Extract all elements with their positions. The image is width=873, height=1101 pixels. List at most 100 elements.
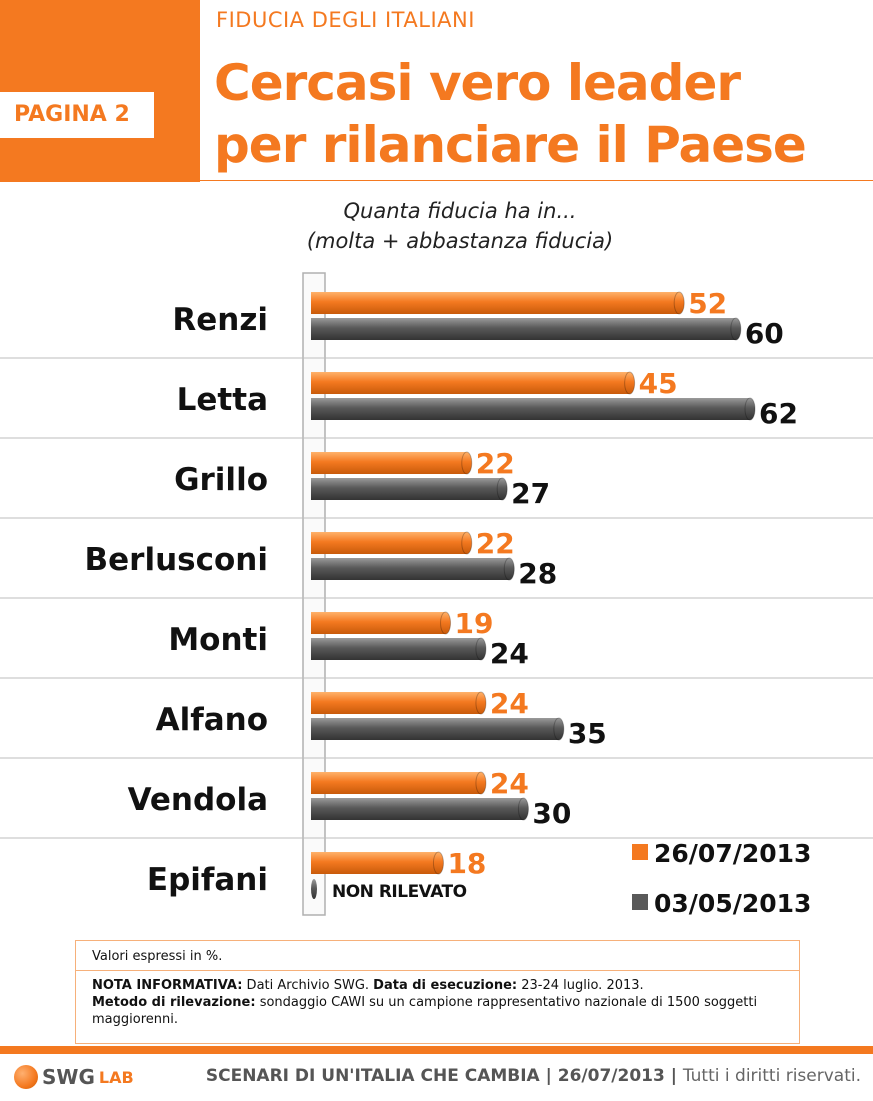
legend-label-current: 26/07/2013 xyxy=(654,839,811,868)
category-label: Grillo xyxy=(174,462,268,498)
bar-previous-cap xyxy=(744,397,756,421)
header-divider xyxy=(200,180,873,181)
value-label-current: 18 xyxy=(447,847,486,880)
value-label-current: 24 xyxy=(490,767,529,800)
value-label-current: 22 xyxy=(476,527,515,560)
category-label: Epifani xyxy=(147,862,268,898)
chart-subtitle: Quanta fiducia ha in... (molta + abbasta… xyxy=(200,196,720,256)
nota-label: NOTA INFORMATIVA: xyxy=(92,978,243,993)
footer-sep-1: | xyxy=(539,1066,558,1086)
subtitle-line-1: Quanta fiducia ha in... xyxy=(343,199,577,223)
nota-text: Dati Archivio SWG. xyxy=(242,978,374,993)
value-label-previous: 60 xyxy=(745,317,784,350)
bar-previous xyxy=(311,797,529,821)
title-line-1: Cercasi vero leader xyxy=(214,54,741,112)
section-kicker: FIDUCIA DEGLI ITALIANI xyxy=(216,8,475,32)
metodo-text: sondaggio CAWI su un campione rappresent… xyxy=(92,995,758,1027)
value-label-current: 22 xyxy=(476,447,515,480)
info-box: Valori espressi in %. NOTA INFORMATIVA: … xyxy=(75,940,800,1044)
value-label-previous: 27 xyxy=(511,477,550,510)
missing-label: NON RILEVATO xyxy=(332,882,467,902)
bar-previous xyxy=(311,397,756,421)
units-note: Valori espressi in %. xyxy=(76,941,799,971)
bar-previous-body xyxy=(311,718,559,740)
bar-previous-body xyxy=(311,478,503,500)
legend-label-previous: 03/05/2013 xyxy=(654,889,811,918)
bar-current xyxy=(311,291,685,315)
page-label: PAGINA 2 xyxy=(0,92,154,138)
bar-previous-body xyxy=(311,798,524,820)
swg-logo: SWG LAB xyxy=(14,1064,134,1090)
bar-previous xyxy=(311,317,742,341)
bar-previous-cap xyxy=(475,637,487,661)
bar-current xyxy=(311,851,444,875)
value-label-previous: 62 xyxy=(759,397,798,430)
value-label-previous: 28 xyxy=(518,557,557,590)
bar-current-cap xyxy=(475,771,487,795)
bar-current xyxy=(311,691,487,715)
data-label: Data di esecuzione: xyxy=(373,978,518,993)
bar-previous xyxy=(311,557,515,581)
bar-previous-body xyxy=(311,398,750,420)
bar-current-body xyxy=(311,772,481,794)
value-label-current: 19 xyxy=(455,607,494,640)
header-orange-block xyxy=(0,0,200,182)
value-label-current: 24 xyxy=(490,687,529,720)
bar-previous-cap xyxy=(496,477,508,501)
bar-current-body xyxy=(311,692,481,714)
metodo-label: Metodo di rilevazione: xyxy=(92,995,256,1010)
value-label-current: 52 xyxy=(688,287,727,320)
bar-current xyxy=(311,531,473,555)
bar-current xyxy=(311,371,636,395)
data-text: 23-24 luglio. 2013. xyxy=(517,978,644,993)
bar-current xyxy=(311,451,473,475)
bar-current-body xyxy=(311,612,446,634)
bar-current-body xyxy=(311,292,680,314)
bar-current-cap xyxy=(475,691,487,715)
bar-previous-body xyxy=(311,638,481,660)
footer-sep-2: | xyxy=(664,1066,683,1086)
title-line-2: per rilanciare il Paese xyxy=(214,116,807,174)
bar-previous-body xyxy=(311,558,510,580)
legend-swatch-previous xyxy=(632,894,648,910)
bar-current-cap xyxy=(461,531,473,555)
logo-text: SWG xyxy=(42,1065,95,1089)
bar-current-cap xyxy=(673,291,685,315)
logo-suffix: LAB xyxy=(98,1067,134,1087)
bar-current xyxy=(311,611,452,635)
bar-previous-cap xyxy=(730,317,742,341)
footer-date: 26/07/2013 xyxy=(557,1066,665,1086)
subtitle-line-2: (molta + abbastanza fiducia) xyxy=(306,229,614,253)
category-label: Monti xyxy=(168,622,268,658)
bar-current xyxy=(311,771,487,795)
bar-current-body xyxy=(311,372,630,394)
footer-bar xyxy=(0,1046,873,1054)
page-title: Cercasi vero leader per rilanciare il Pa… xyxy=(214,52,864,176)
bar-current-body xyxy=(311,532,467,554)
axis-frame xyxy=(302,272,326,916)
footer-rights: Tutti i diritti riservati. xyxy=(682,1066,861,1086)
bar-previous-cap xyxy=(553,717,565,741)
value-label-current: 45 xyxy=(639,367,678,400)
methodology-note: NOTA INFORMATIVA: Dati Archivio SWG. Dat… xyxy=(76,971,799,1034)
bar-previous xyxy=(311,477,508,501)
swg-logo-icon xyxy=(14,1065,38,1089)
category-label: Letta xyxy=(177,382,268,418)
footer-caption: SCENARI DI UN'ITALIA CHE CAMBIA | 26/07/… xyxy=(206,1066,861,1086)
bar-current-body xyxy=(311,452,467,474)
bar-previous xyxy=(311,717,565,741)
footer-scenario: SCENARI DI UN'ITALIA CHE CAMBIA xyxy=(205,1066,540,1086)
value-label-previous: 30 xyxy=(532,797,571,830)
bar-previous xyxy=(311,637,487,661)
bar-previous-missing xyxy=(311,879,317,899)
value-label-previous: 24 xyxy=(490,637,529,670)
bar-current-cap xyxy=(461,451,473,475)
bar-current-cap xyxy=(432,851,444,875)
category-label: Berlusconi xyxy=(85,542,268,578)
value-label-previous: 35 xyxy=(568,717,607,750)
bar-current-cap xyxy=(440,611,452,635)
bar-current-body xyxy=(311,852,439,874)
category-label: Renzi xyxy=(172,302,268,338)
bar-previous-body xyxy=(311,318,736,340)
